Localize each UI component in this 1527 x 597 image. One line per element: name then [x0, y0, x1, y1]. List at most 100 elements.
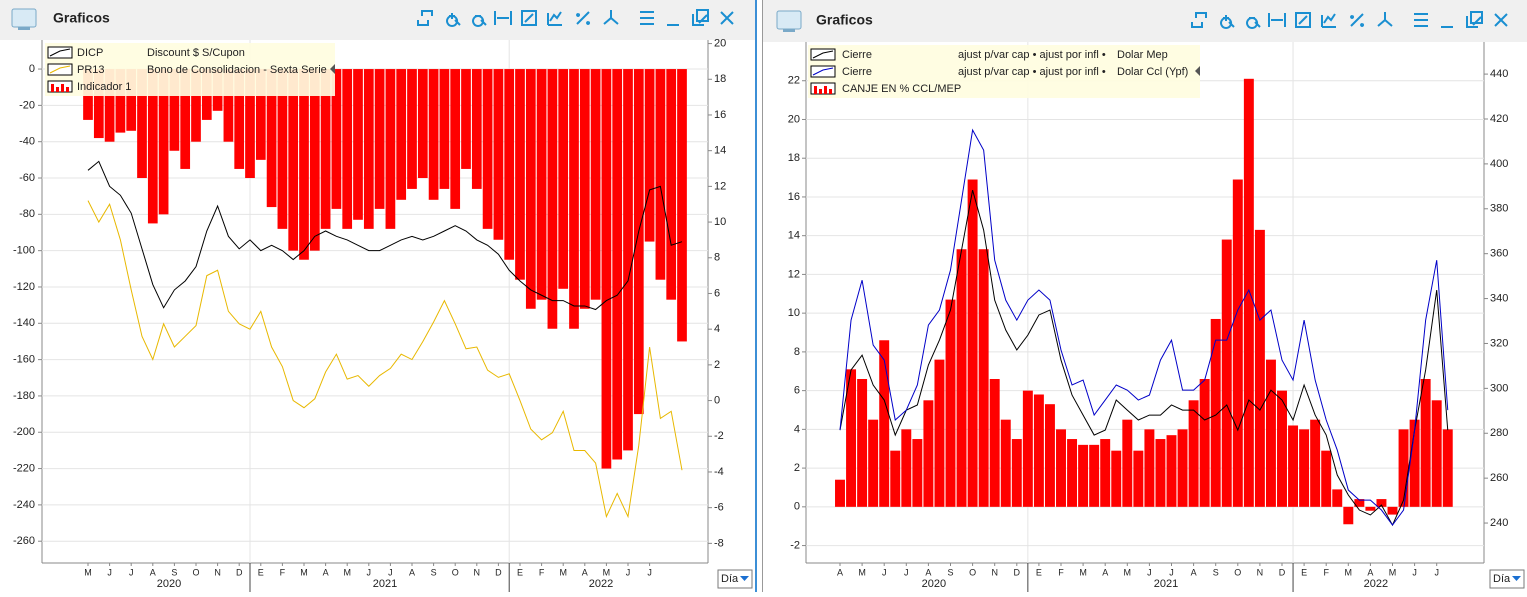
x-tick-label: D — [495, 567, 502, 577]
x-tick-label: A — [1102, 567, 1108, 577]
toolbar-button[interactable] — [417, 10, 433, 26]
year-label: 2021 — [1154, 578, 1178, 590]
y2-tick-label: 300 — [1490, 382, 1508, 394]
toolbar-icon — [547, 11, 562, 26]
y2-tick-label: 240 — [1490, 517, 1508, 529]
bar — [158, 69, 169, 215]
toolbar-button[interactable] — [1220, 15, 1235, 29]
toolbar-button[interactable] — [692, 9, 709, 26]
bar — [1321, 450, 1332, 507]
bar — [493, 69, 504, 240]
window-title: Graficos — [816, 12, 873, 28]
bar — [1210, 318, 1221, 507]
toolbar-icon — [1494, 13, 1508, 27]
toolbar-button[interactable] — [1268, 13, 1286, 27]
bar — [353, 69, 363, 220]
x-tick-label: M — [1124, 567, 1132, 577]
bar — [1000, 419, 1011, 507]
period-dropdown[interactable]: Día — [717, 569, 753, 589]
app-icon — [11, 8, 37, 30]
x-tick-label: S — [431, 567, 437, 577]
legend-label: Bono de Consolidacion - Sexta Serie — [147, 64, 327, 76]
x-tick-label: S — [947, 567, 953, 577]
x-tick-label: J — [647, 567, 652, 577]
x-tick-label: J — [367, 567, 372, 577]
x-tick-label: E — [1301, 567, 1307, 577]
x-tick-label: J — [107, 567, 112, 577]
bar — [1398, 429, 1409, 507]
bar — [525, 69, 536, 309]
y-tick-label: 6 — [794, 385, 800, 397]
y-tick-label: -140 — [13, 317, 35, 329]
bar — [104, 69, 115, 142]
legend-icon — [810, 82, 836, 95]
bar — [655, 69, 666, 280]
toolbar-button[interactable] — [1295, 12, 1311, 28]
bar — [417, 69, 428, 179]
year-label: 2020 — [922, 578, 946, 590]
legend-icon — [814, 86, 817, 94]
x-tick-label: D — [1279, 567, 1286, 577]
bar — [93, 69, 104, 139]
y-tick-label: 2 — [794, 462, 800, 474]
toolbar-button[interactable] — [1321, 13, 1336, 28]
toolbar-button[interactable] — [576, 11, 591, 25]
legend-icon — [56, 87, 59, 92]
toolbar-button[interactable] — [472, 15, 487, 27]
toolbar-button[interactable] — [547, 11, 562, 26]
period-dropdown[interactable]: Día — [1489, 569, 1525, 589]
x-tick-label: J — [1412, 567, 1417, 577]
bar — [191, 69, 201, 142]
bar — [331, 69, 342, 209]
toolbar-button[interactable] — [494, 11, 512, 25]
toolbar-button[interactable] — [640, 11, 654, 25]
toolbar-button[interactable] — [1191, 12, 1207, 28]
legend-label: PR13 — [77, 64, 105, 76]
bar — [1354, 499, 1365, 507]
y-tick-label: -160 — [13, 354, 35, 366]
toolbar-button[interactable] — [1350, 13, 1365, 27]
toolbar-button[interactable] — [1466, 11, 1483, 28]
bar — [956, 249, 967, 507]
line — [87, 200, 683, 519]
x-tick-label: N — [214, 567, 221, 577]
x-tick-label: N — [991, 567, 998, 577]
y-tick-label: 4 — [794, 423, 800, 435]
toolbar-button[interactable] — [1494, 13, 1508, 27]
bar — [1387, 506, 1398, 515]
bar — [1343, 506, 1354, 525]
dropdown-box — [1489, 569, 1525, 589]
toolbar-button[interactable] — [446, 13, 461, 27]
legend-icon — [49, 48, 71, 57]
legend-label: Indicador 1 — [77, 81, 131, 93]
y-tick-label: -100 — [13, 245, 35, 257]
legend-label: Dolar Ccl (Ypf) — [1117, 66, 1188, 78]
toolbar-icon — [1414, 13, 1428, 27]
dropdown-arrow — [740, 576, 749, 581]
toolbar-button[interactable] — [1377, 12, 1393, 27]
toolbar-button[interactable] — [603, 10, 619, 25]
toolbar-button[interactable] — [521, 10, 537, 26]
toolbar-icon — [1466, 11, 1483, 28]
bar — [558, 69, 569, 289]
toolbar-icon — [1350, 13, 1365, 27]
y2-tick-label: 6 — [714, 287, 720, 299]
legend-label: Discount $ S/Cupon — [147, 47, 245, 59]
bar — [590, 69, 601, 300]
bar — [901, 429, 912, 507]
x-tick-label: J — [1434, 567, 1439, 577]
y-tick-label: -40 — [19, 136, 35, 148]
toolbar-button[interactable] — [1246, 17, 1261, 29]
legend-icon — [51, 84, 54, 92]
y-tick-label: 18 — [788, 152, 800, 164]
toolbar-icon — [1246, 17, 1261, 29]
toolbar-button[interactable] — [720, 11, 734, 25]
toolbar-button[interactable] — [1414, 13, 1428, 27]
y-tick-label: 14 — [788, 230, 800, 242]
bar — [1265, 359, 1276, 507]
bar — [342, 69, 353, 229]
bar — [1420, 379, 1431, 507]
legend-arrow — [330, 64, 335, 74]
bar — [396, 69, 407, 200]
y2-tick-label: 10 — [714, 216, 726, 228]
